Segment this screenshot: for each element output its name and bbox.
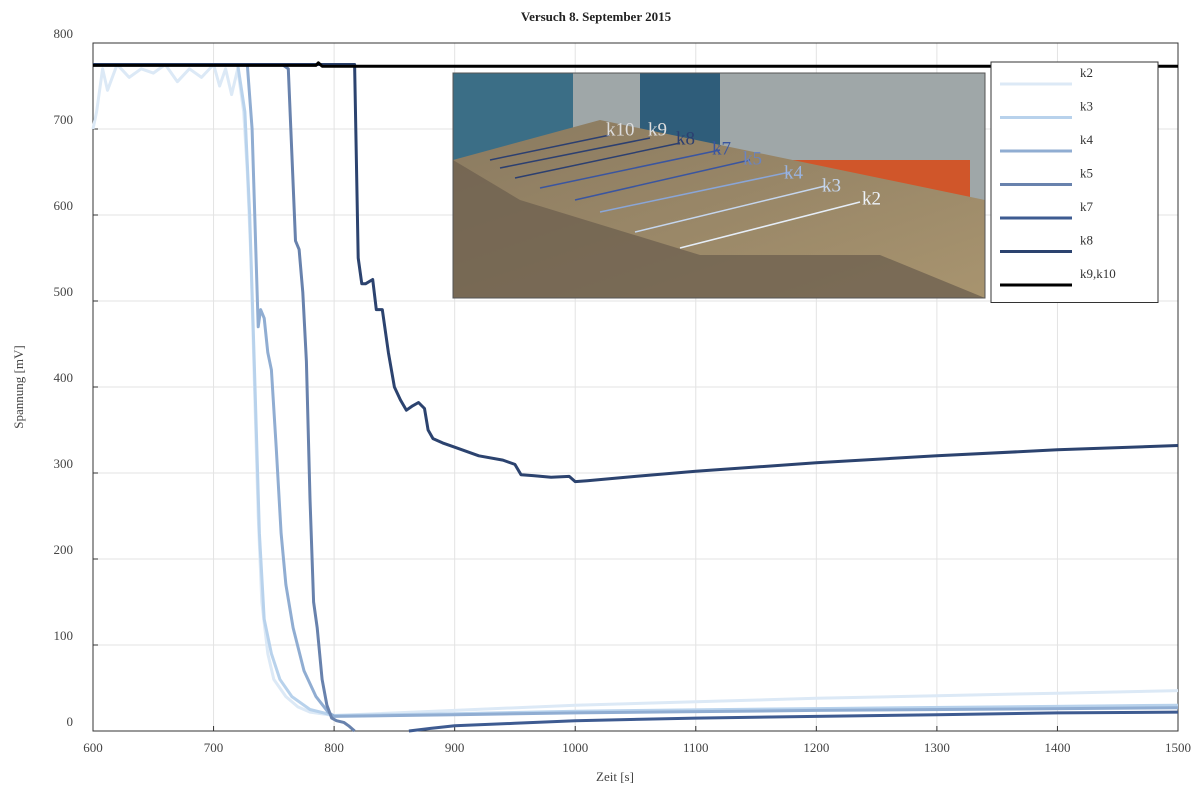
- x-axis-label: Zeit [s]: [596, 769, 634, 784]
- photo-border: [452, 72, 986, 299]
- inset-label: k7: [712, 138, 731, 159]
- y-tick-label: 700: [54, 112, 74, 127]
- x-tick-label: 1000: [562, 740, 588, 755]
- x-tick-label: 900: [445, 740, 465, 755]
- legend-label: k3: [1080, 98, 1093, 113]
- chart-title: Versuch 8. September 2015: [521, 9, 672, 24]
- y-tick-label: 300: [54, 456, 74, 471]
- legend-label: k5: [1080, 165, 1093, 180]
- series-line: [408, 710, 1179, 733]
- inset-label: k5: [743, 148, 762, 169]
- x-tick-label: 1100: [683, 740, 709, 755]
- x-tick-label: 700: [204, 740, 224, 755]
- inset-label: k2: [862, 188, 881, 209]
- y-tick-label: 800: [54, 26, 74, 41]
- x-tick-label: 1400: [1044, 740, 1070, 755]
- y-axis-label: Spannung [mV]: [11, 345, 26, 428]
- inset-label: k3: [822, 175, 841, 196]
- legend-label: k2: [1080, 65, 1093, 80]
- x-tick-label: 1200: [803, 740, 829, 755]
- y-tick-label: 100: [54, 628, 74, 643]
- x-tick-label: 600: [83, 740, 103, 755]
- legend-label: k8: [1080, 232, 1093, 247]
- x-tick-label: 1300: [924, 740, 950, 755]
- inset-photo: k10 k9 k8 k7 k5 k4 k3 k2: [452, 72, 986, 299]
- series-line: [93, 63, 356, 733]
- photo-side: [453, 160, 985, 298]
- x-tick-label: 800: [324, 740, 344, 755]
- y-tick-label: 600: [54, 198, 74, 213]
- inset-label: k4: [784, 162, 804, 183]
- legend-box: [990, 61, 1159, 303]
- legend-label: k4: [1080, 132, 1094, 147]
- inset-label: k8: [676, 128, 695, 149]
- plot-frame: [92, 42, 1179, 732]
- legend-label: k7: [1080, 199, 1094, 214]
- inset-label: k10: [606, 119, 635, 140]
- y-tick-label: 0: [67, 714, 74, 729]
- inset-label: k9: [648, 119, 667, 140]
- lines: [91, 61, 1179, 733]
- series-line: [93, 63, 1179, 484]
- x-tick-label: 1500: [1165, 740, 1191, 755]
- legend-label: k9,k10: [1080, 266, 1116, 281]
- y-tick-label: 400: [54, 370, 74, 385]
- series-line: [93, 61, 1178, 68]
- legend: k2 k3 k4 k5 k7 k8 k9,k10: [990, 61, 1159, 303]
- y-tick-label: 200: [54, 542, 74, 557]
- y-tick-label: 500: [54, 284, 74, 299]
- series-line: [93, 63, 1179, 718]
